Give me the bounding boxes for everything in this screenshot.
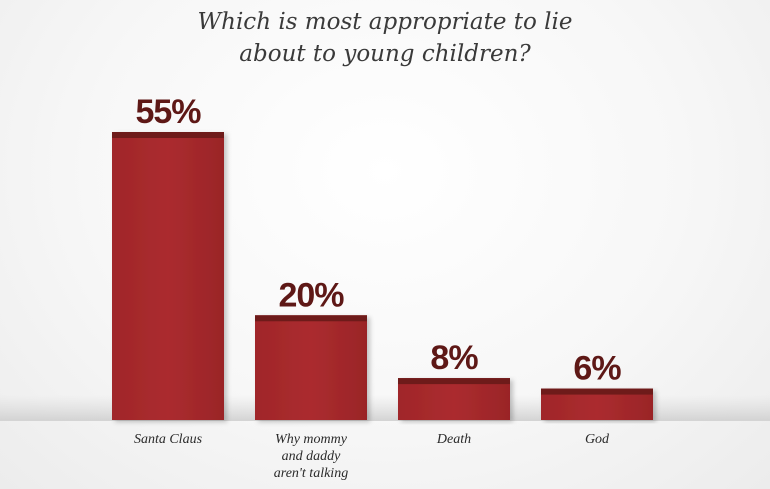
category-label-2: Death (436, 432, 471, 447)
category-label-3-line-0: God (585, 432, 610, 447)
bar-0 (112, 132, 224, 420)
value-label-2: 8% (430, 339, 478, 377)
value-label-3: 6% (573, 350, 621, 388)
category-label-0-line-0: Santa Claus (134, 432, 203, 447)
category-label-1: Why mommy and daddy aren't talking (274, 432, 348, 481)
chart-title-line-1: Which is most appropriate to lie (197, 9, 573, 35)
category-label-1-line-0: Why mommy (275, 432, 348, 447)
bar-1 (255, 315, 367, 420)
bar-2 (398, 378, 510, 420)
chart-title-line-2: about to young children? (239, 41, 531, 67)
category-label-3: God (585, 432, 610, 447)
bar-cap-2 (398, 378, 510, 385)
value-label-1: 20% (278, 276, 344, 314)
bar-cap-3 (541, 388, 653, 395)
bar-cap-0 (112, 132, 224, 138)
category-label-2-line-0: Death (436, 432, 471, 447)
category-label-1-line-1: and daddy (282, 449, 342, 464)
category-label-0: Santa Claus (134, 432, 203, 447)
bar-cap-1 (255, 315, 367, 322)
chart-title: Which is most appropriate to lie about t… (0, 6, 770, 70)
value-label-0: 55% (135, 93, 201, 131)
category-label-1-line-2: aren't talking (274, 466, 348, 481)
